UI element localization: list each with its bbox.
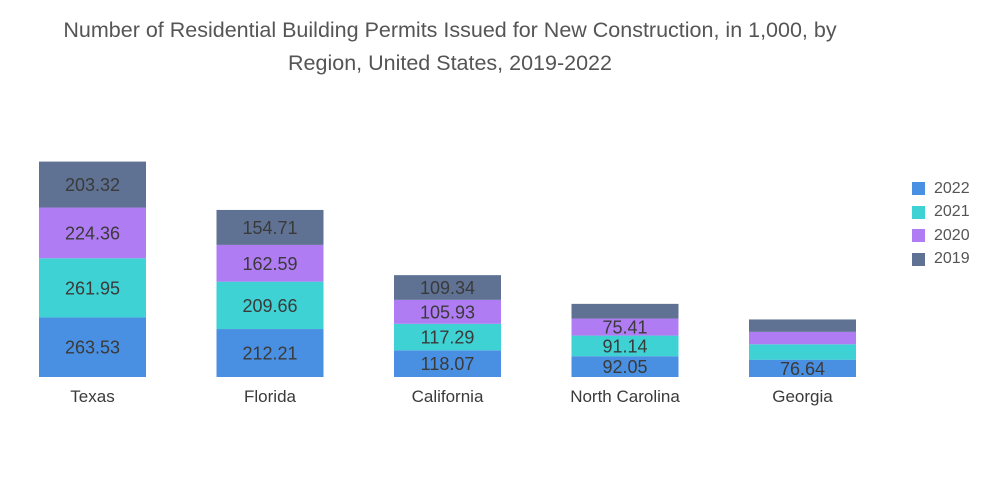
bar-california-2021 xyxy=(394,323,501,351)
legend-swatch xyxy=(912,229,925,243)
legend-label: 2021 xyxy=(934,203,970,221)
data-label: 109.34 xyxy=(420,278,475,298)
data-label: 209.66 xyxy=(242,296,297,316)
data-label: 263.53 xyxy=(65,338,120,358)
bar-georgia-2020 xyxy=(749,331,856,345)
bar-georgia-2019 xyxy=(749,319,856,332)
data-label: 105.93 xyxy=(420,302,475,322)
bar-florida-2019 xyxy=(216,209,324,245)
bar-north-carolina-2020 xyxy=(571,318,679,336)
data-label: 117.29 xyxy=(421,328,475,348)
bar-california-2022 xyxy=(394,350,501,377)
data-label: 154.71 xyxy=(242,218,297,238)
legend-swatch xyxy=(912,205,925,219)
legend-item-2020: 2020 xyxy=(912,224,970,248)
legend-item-2019: 2019 xyxy=(912,248,970,272)
legend-item-2022: 2022 xyxy=(912,177,970,201)
x-tick-label: Georgia xyxy=(772,387,833,406)
chart-title-line-1: Number of Residential Building Permits I… xyxy=(63,18,837,42)
data-label: 162.59 xyxy=(242,254,297,274)
bar-texas-2021 xyxy=(39,258,146,318)
bar-georgia-2021 xyxy=(749,344,856,360)
x-tick-label: North Carolina xyxy=(570,387,680,406)
data-label: 75.41 xyxy=(602,318,647,338)
bar-texas-2020 xyxy=(39,207,146,259)
bar-texas-2022 xyxy=(39,317,146,377)
data-label: 76.64 xyxy=(780,359,825,379)
legend-swatch xyxy=(912,182,925,196)
data-label: 91.14 xyxy=(602,336,647,356)
x-tick-label: Texas xyxy=(70,387,114,406)
data-label: 261.95 xyxy=(65,278,120,298)
data-label: 118.07 xyxy=(421,354,475,374)
bar-california-2020 xyxy=(394,299,501,324)
chart-title-line-2: Region, United States, 2019-2022 xyxy=(288,51,612,75)
legend-label: 2019 xyxy=(934,250,970,268)
bar-georgia-2022 xyxy=(749,359,856,377)
data-label: 224.36 xyxy=(65,223,120,243)
bar-florida-2020 xyxy=(216,244,324,282)
legend-item-2021: 2021 xyxy=(912,201,970,225)
x-tick-label: California xyxy=(412,387,484,406)
legend-label: 2020 xyxy=(934,226,970,244)
x-tick-label: Florida xyxy=(244,387,297,406)
chart-legend: 2022 2021 2020 2019 xyxy=(912,177,970,271)
bar-north-carolina-2022 xyxy=(571,356,679,377)
bar-texas-2019 xyxy=(39,161,146,208)
bar-north-carolina-2019 xyxy=(571,303,679,319)
bar-north-carolina-2021 xyxy=(571,335,679,357)
data-label: 92.05 xyxy=(602,357,647,377)
chart-title: Number of Residential Building Permits I… xyxy=(0,14,900,80)
data-label: 212.21 xyxy=(242,344,297,364)
bar-california-2019 xyxy=(394,275,501,300)
legend-swatch xyxy=(912,252,925,266)
bar-florida-2021 xyxy=(216,281,324,330)
legend-label: 2022 xyxy=(934,179,970,197)
data-label: 203.32 xyxy=(65,175,120,195)
bar-florida-2022 xyxy=(216,329,324,377)
